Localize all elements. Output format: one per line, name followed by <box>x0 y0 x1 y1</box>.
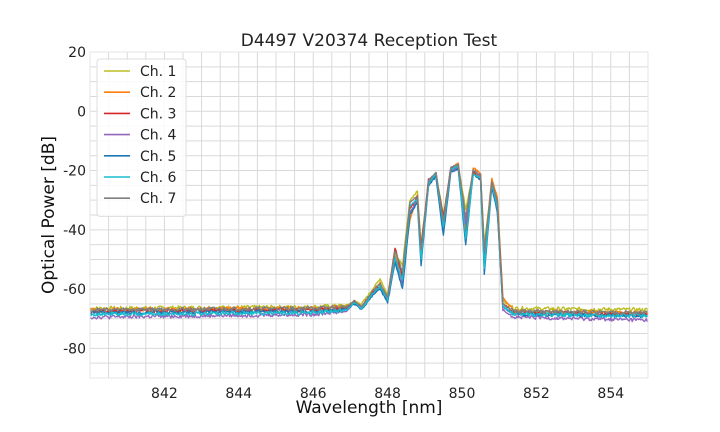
x-axis-ticks: 842 844 846 848 850 852 854 <box>151 386 624 402</box>
legend-label: Ch. 2 <box>140 85 176 101</box>
y-tick-label: 20 <box>68 45 86 61</box>
x-tick-label: 846 <box>300 386 327 402</box>
chart-title: D4497 V20374 Reception Test <box>241 31 498 51</box>
legend-label: Ch. 3 <box>140 106 176 122</box>
y-tick-label: -80 <box>63 341 86 357</box>
y-axis-ticks: 20 0 -20 -40 -60 -80 <box>63 45 86 357</box>
x-tick-label: 850 <box>449 386 476 402</box>
x-tick-label: 844 <box>225 386 252 402</box>
legend-label: Ch. 1 <box>140 64 176 80</box>
y-tick-label: -20 <box>63 164 86 180</box>
legend-label: Ch. 4 <box>140 128 177 144</box>
x-tick-label: 848 <box>374 386 401 402</box>
legend-label: Ch. 6 <box>140 170 177 186</box>
plot-frame <box>89 51 649 379</box>
x-tick-label: 852 <box>523 386 550 402</box>
legend: Ch. 1 Ch. 2 Ch. 3 Ch. 4 Ch. 5 Ch. 6 Ch. 7 <box>96 58 187 217</box>
y-tick-label: -40 <box>63 223 86 239</box>
x-tick-label: 854 <box>597 386 624 402</box>
y-tick-label: -60 <box>63 282 86 298</box>
x-tick-label: 842 <box>151 386 178 402</box>
series-group <box>89 162 649 323</box>
legend-label: Ch. 7 <box>140 191 176 207</box>
y-tick-label: 0 <box>77 104 86 120</box>
x-axis-label: Wavelength [nm] <box>296 398 443 418</box>
y-axis-label: Optical Power [dB] <box>39 136 59 294</box>
series-line-ch6 <box>89 164 649 319</box>
series-line-ch7 <box>89 163 649 315</box>
legend-label: Ch. 5 <box>140 149 176 165</box>
